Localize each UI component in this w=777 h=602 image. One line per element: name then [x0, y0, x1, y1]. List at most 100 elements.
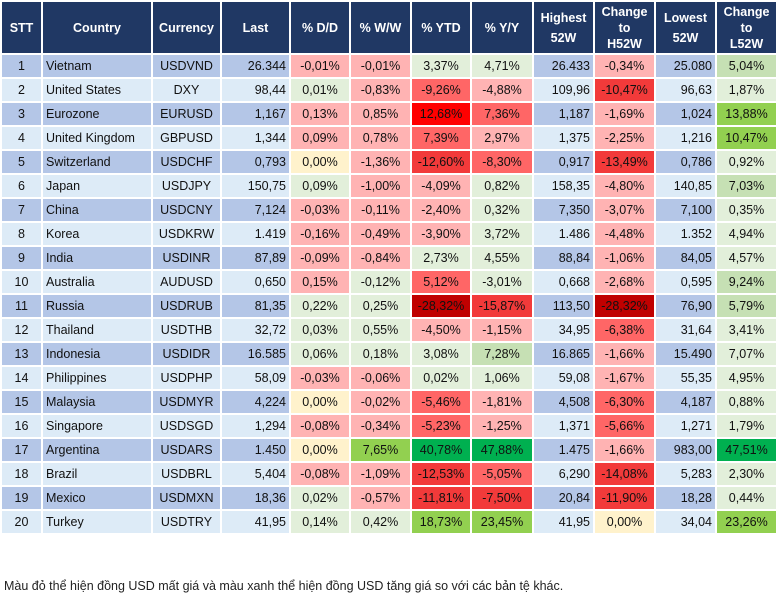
- cell-stt: 2: [0, 77, 43, 103]
- header-change-to-l52w: Change to L52W: [715, 0, 777, 55]
- table-row: 1 Vietnam USDVND 26.344 -0,01% -0,01% 3,37% 4,7…: [0, 53, 777, 79]
- table-row: 9 India USDINR 87,89 -0,09% -0,84% 2,73% 4,55% 8…: [0, 245, 777, 271]
- header-text: to: [618, 20, 631, 35]
- cell-ch: -14,08%: [593, 461, 656, 487]
- cell-low: 7,100: [654, 197, 717, 223]
- cell-low: 140,85: [654, 173, 717, 199]
- cell-ww: -0,01%: [349, 53, 412, 79]
- header-text: Change: [723, 4, 770, 19]
- header-stt: STT: [0, 0, 43, 55]
- cell-ch: -10,47%: [593, 77, 656, 103]
- cell-last: 7,124: [220, 197, 291, 223]
- table-row: 3 Eurozone EURUSD 1,167 0,13% 0,85% 12,68% 7,36…: [0, 101, 777, 127]
- cell-last: 4,224: [220, 389, 291, 415]
- table-row: 16 Singapore USDSGD 1,294 -0,08% -0,34% -5,23%…: [0, 413, 777, 439]
- header-text: Highest: [540, 10, 587, 25]
- cell-high: 7,350: [532, 197, 595, 223]
- header-text: 52W: [672, 30, 699, 45]
- table-row: 15 Malaysia USDMYR 4,224 0,00% -0,02% -5,46% -1…: [0, 389, 777, 415]
- cell-low: 25.080: [654, 53, 717, 79]
- cell-ww: -0,34%: [349, 413, 412, 439]
- header-currency: Currency: [151, 0, 222, 55]
- cell-last: 1.450: [220, 437, 291, 463]
- cell-low: 15.490: [654, 341, 717, 367]
- table-row: 20 Turkey USDTRY 41,95 0,14% 0,42% 18,73% 23,45…: [0, 509, 777, 535]
- cell-cl: 23,26%: [715, 509, 777, 535]
- cell-yy: 0,32%: [470, 197, 534, 223]
- cell-high: 4,508: [532, 389, 595, 415]
- cell-low: 1,024: [654, 101, 717, 127]
- cell-low: 18,28: [654, 485, 717, 511]
- cell-dd: -0,03%: [289, 365, 351, 391]
- cell-ww: -1,36%: [349, 149, 412, 175]
- cell-dd: 0,09%: [289, 173, 351, 199]
- cell-dd: 0,22%: [289, 293, 351, 319]
- cell-ww: 0,85%: [349, 101, 412, 127]
- cell-cl: 10,47%: [715, 125, 777, 151]
- cell-dd: 0,09%: [289, 125, 351, 151]
- header-text: Change: [601, 4, 648, 19]
- cell-ww: 0,78%: [349, 125, 412, 151]
- cell-cl: 4,57%: [715, 245, 777, 271]
- table-row: 4 United Kingdom GBPUSD 1,344 0,09% 0,78% 7,39…: [0, 125, 777, 151]
- header-text: L52W: [729, 36, 764, 51]
- cell-country: Brazil: [41, 461, 153, 487]
- table-row: 18 Brazil USDBRL 5,404 -0,08% -1,09% -12,53% -5…: [0, 461, 777, 487]
- header-text: to: [740, 20, 753, 35]
- cell-cl: 5,04%: [715, 53, 777, 79]
- cell-stt: 19: [0, 485, 43, 511]
- exchange-rate-table: STT Country Currency Last % D/D % W/W % …: [0, 0, 777, 535]
- cell-stt: 7: [0, 197, 43, 223]
- header-ytd: % YTD: [410, 0, 472, 55]
- cell-last: 32,72: [220, 317, 291, 343]
- cell-yy: 4,55%: [470, 245, 534, 271]
- table-row: 8 Korea USDKRW 1.419 -0,16% -0,49% -3,90% 3,72%…: [0, 221, 777, 247]
- cell-yy: -7,50%: [470, 485, 534, 511]
- cell-country: Vietnam: [41, 53, 153, 79]
- cell-dd: 0,06%: [289, 341, 351, 367]
- footer-note: Màu đỏ thể hiện đồng USD mất giá và màu …: [4, 579, 564, 593]
- cell-country: Argentina: [41, 437, 153, 463]
- cell-country: Korea: [41, 221, 153, 247]
- cell-ww: 0,25%: [349, 293, 412, 319]
- cell-ytd: 5,12%: [410, 269, 472, 295]
- cell-ww: 0,18%: [349, 341, 412, 367]
- cell-currency: USDINR: [151, 245, 222, 271]
- cell-dd: 0,00%: [289, 389, 351, 415]
- cell-currency: EURUSD: [151, 101, 222, 127]
- cell-last: 58,09: [220, 365, 291, 391]
- cell-ww: -0,84%: [349, 245, 412, 271]
- cell-yy: -1,15%: [470, 317, 534, 343]
- cell-ww: -0,49%: [349, 221, 412, 247]
- cell-dd: 0,03%: [289, 317, 351, 343]
- cell-stt: 11: [0, 293, 43, 319]
- cell-currency: USDTHB: [151, 317, 222, 343]
- cell-country: United Kingdom: [41, 125, 153, 151]
- cell-country: Philippines: [41, 365, 153, 391]
- cell-high: 1,375: [532, 125, 595, 151]
- cell-cl: 1,87%: [715, 77, 777, 103]
- cell-stt: 16: [0, 413, 43, 439]
- header-dd: % D/D: [289, 0, 351, 55]
- cell-dd: 0,00%: [289, 437, 351, 463]
- table-body: 1 Vietnam USDVND 26.344 -0,01% -0,01% 3,37% 4,7…: [0, 53, 777, 535]
- cell-yy: -15,87%: [470, 293, 534, 319]
- cell-dd: 0,14%: [289, 509, 351, 535]
- cell-country: United States: [41, 77, 153, 103]
- cell-ww: -1,09%: [349, 461, 412, 487]
- cell-stt: 10: [0, 269, 43, 295]
- cell-cl: 13,88%: [715, 101, 777, 127]
- cell-high: 158,35: [532, 173, 595, 199]
- cell-currency: AUDUSD: [151, 269, 222, 295]
- table-row: 7 China USDCNY 7,124 -0,03% -0,11% -2,40% 0,32%…: [0, 197, 777, 223]
- cell-high: 1.475: [532, 437, 595, 463]
- cell-ch: -1,67%: [593, 365, 656, 391]
- cell-low: 0,786: [654, 149, 717, 175]
- cell-ytd: -5,46%: [410, 389, 472, 415]
- cell-low: 1.352: [654, 221, 717, 247]
- cell-stt: 4: [0, 125, 43, 151]
- cell-ytd: 0,02%: [410, 365, 472, 391]
- cell-currency: GBPUSD: [151, 125, 222, 151]
- cell-ytd: 3,37%: [410, 53, 472, 79]
- cell-low: 31,64: [654, 317, 717, 343]
